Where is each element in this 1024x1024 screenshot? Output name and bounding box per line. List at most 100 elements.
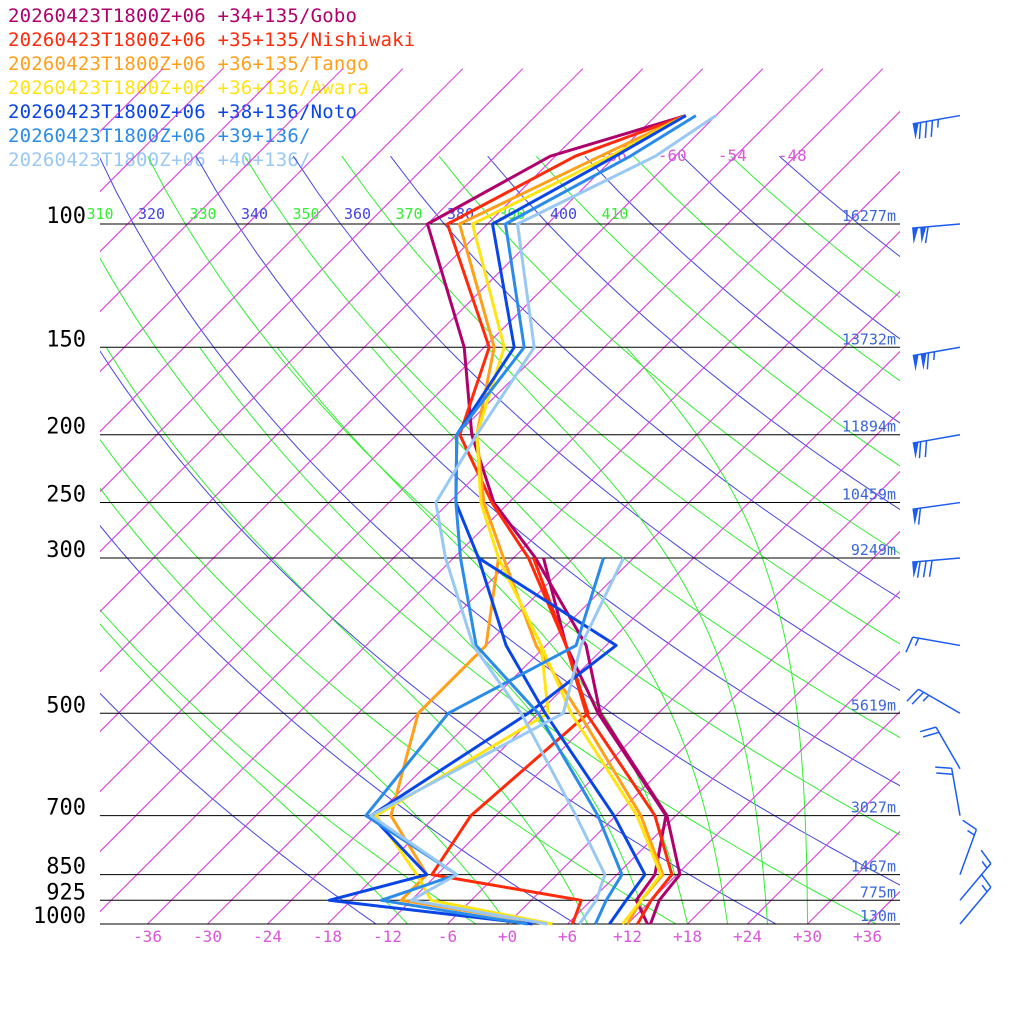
height-label: 9249m — [851, 541, 896, 559]
theta-label: 370 — [395, 205, 422, 223]
theta-label: 410 — [601, 205, 628, 223]
dry-adiabat-line — [390, 155, 900, 600]
temperature-line — [446, 114, 687, 925]
isotherm-line — [447, 470, 900, 924]
isotherm-line — [100, 68, 584, 553]
pressure-label: 850 — [46, 855, 86, 880]
isotherm-line — [627, 650, 900, 924]
dry-adiabat-line — [487, 155, 900, 511]
temperature-tick: -30 — [193, 927, 222, 946]
isotherm-line — [100, 68, 524, 493]
isotherm-label: -54 — [718, 146, 747, 165]
temperature-tick: +36 — [853, 927, 882, 946]
theta-label: 350 — [292, 205, 319, 223]
isotherm-line — [100, 68, 344, 313]
wind-barb — [959, 849, 992, 901]
dewpoint-line — [327, 556, 618, 926]
height-label: 16277m — [842, 207, 896, 225]
theta-label: 310 — [86, 205, 113, 223]
temperature-tick: +0 — [498, 927, 517, 946]
isotherm-line — [147, 170, 900, 924]
wind-barb — [912, 114, 961, 140]
height-label: 5619m — [851, 696, 896, 714]
temperature-line — [454, 114, 687, 925]
pressure-label: 500 — [46, 693, 86, 718]
dry-adiabat-line — [100, 692, 377, 924]
temperature-tick: +24 — [733, 927, 762, 946]
dry-adiabat-line — [292, 155, 900, 691]
height-label: 1467m — [851, 858, 896, 876]
pressure-label: 150 — [46, 327, 86, 352]
dry-adiabat-line — [100, 350, 777, 924]
isotherm-line — [988, 69, 1024, 924]
dry-adiabat-line — [100, 157, 900, 886]
legend-entry: 20260423T1800Z+06 +34+135/Gobo — [8, 5, 358, 27]
wind-barb — [912, 346, 961, 372]
isotherm-line — [747, 770, 900, 924]
dry-adiabat-line — [147, 155, 900, 836]
wind-barb — [906, 688, 961, 714]
isotherm-label: -48 — [778, 146, 807, 165]
height-label: 775m — [860, 883, 896, 901]
theta-label: 340 — [241, 205, 268, 223]
wind-barb — [935, 766, 961, 816]
temperature-line — [434, 114, 717, 925]
isotherm-line — [387, 410, 900, 924]
temperature-line — [454, 114, 697, 925]
isotherms — [100, 68, 1024, 924]
isotherm-line — [100, 68, 824, 793]
theta-label: 360 — [344, 205, 371, 223]
legend-entry: 20260423T1800Z+06 +38+136/Noto — [8, 101, 358, 123]
legend-entry: 20260423T1800Z+06 +35+135/Nishiwaki — [8, 29, 416, 51]
temperature-line — [458, 114, 687, 925]
moist-adiabat-line — [100, 487, 508, 924]
dry-adiabat-line — [341, 155, 900, 645]
legend-entry: 20260423T1800Z+06 +36+136/Awara — [8, 77, 369, 99]
temperature-tick: -6 — [438, 927, 457, 946]
wind-barb — [912, 223, 961, 245]
moist-adiabat-line — [625, 346, 808, 924]
isotherm-line — [507, 530, 900, 924]
isotherm-line — [687, 710, 900, 924]
dewpoint-line — [389, 557, 548, 926]
isotherm-line — [267, 290, 900, 924]
isotherm-line — [207, 230, 900, 924]
temperature-tick: +12 — [613, 927, 642, 946]
pressure-label: 700 — [46, 796, 86, 821]
pressure-label: 200 — [46, 415, 86, 440]
temperature-tick: -24 — [253, 927, 282, 946]
isotherm-line — [928, 69, 1024, 924]
isotherm-line — [100, 68, 284, 253]
pressure-label: 925 — [46, 880, 86, 905]
isotherm-label: -60 — [658, 146, 687, 165]
moist-adiabat-line — [199, 347, 648, 924]
wind-barb — [912, 557, 961, 579]
wind-barbs — [905, 114, 992, 925]
temperature-tick: +6 — [558, 927, 577, 946]
legend: 20260423T1800Z+06 +34+135/Gobo 20260423T1… — [8, 4, 415, 172]
height-label: 13732m — [842, 330, 896, 348]
temperature-tick: +18 — [673, 927, 702, 946]
temperature-tick: -12 — [373, 927, 402, 946]
dry-adiabats — [100, 155, 900, 924]
dry-adiabat-line — [633, 155, 900, 382]
wind-barb — [912, 433, 961, 459]
moist-adiabat-line — [105, 347, 588, 924]
moist-adiabat-line — [100, 623, 408, 924]
isotherm-line — [807, 830, 900, 924]
dry-adiabat-line — [100, 609, 477, 924]
theta-label: 400 — [550, 205, 577, 223]
moist-adiabat-line — [486, 346, 768, 924]
temperature-tick: +30 — [793, 927, 822, 946]
legend-entry: 20260423T1800Z+06 +40+136/ — [8, 149, 311, 171]
isotherm-line — [100, 68, 704, 673]
pressure-label: 250 — [46, 483, 86, 508]
wind-barb — [905, 636, 961, 653]
dry-adiabat-line — [100, 524, 577, 924]
legend-entry: 20260423T1800Z+06 +39+136/ — [8, 125, 311, 147]
dewpoint-line — [364, 557, 605, 926]
isotherm-line — [100, 68, 224, 193]
wind-barb — [959, 819, 978, 875]
height-label: 130m — [860, 907, 896, 925]
isotherm-line — [100, 68, 764, 733]
